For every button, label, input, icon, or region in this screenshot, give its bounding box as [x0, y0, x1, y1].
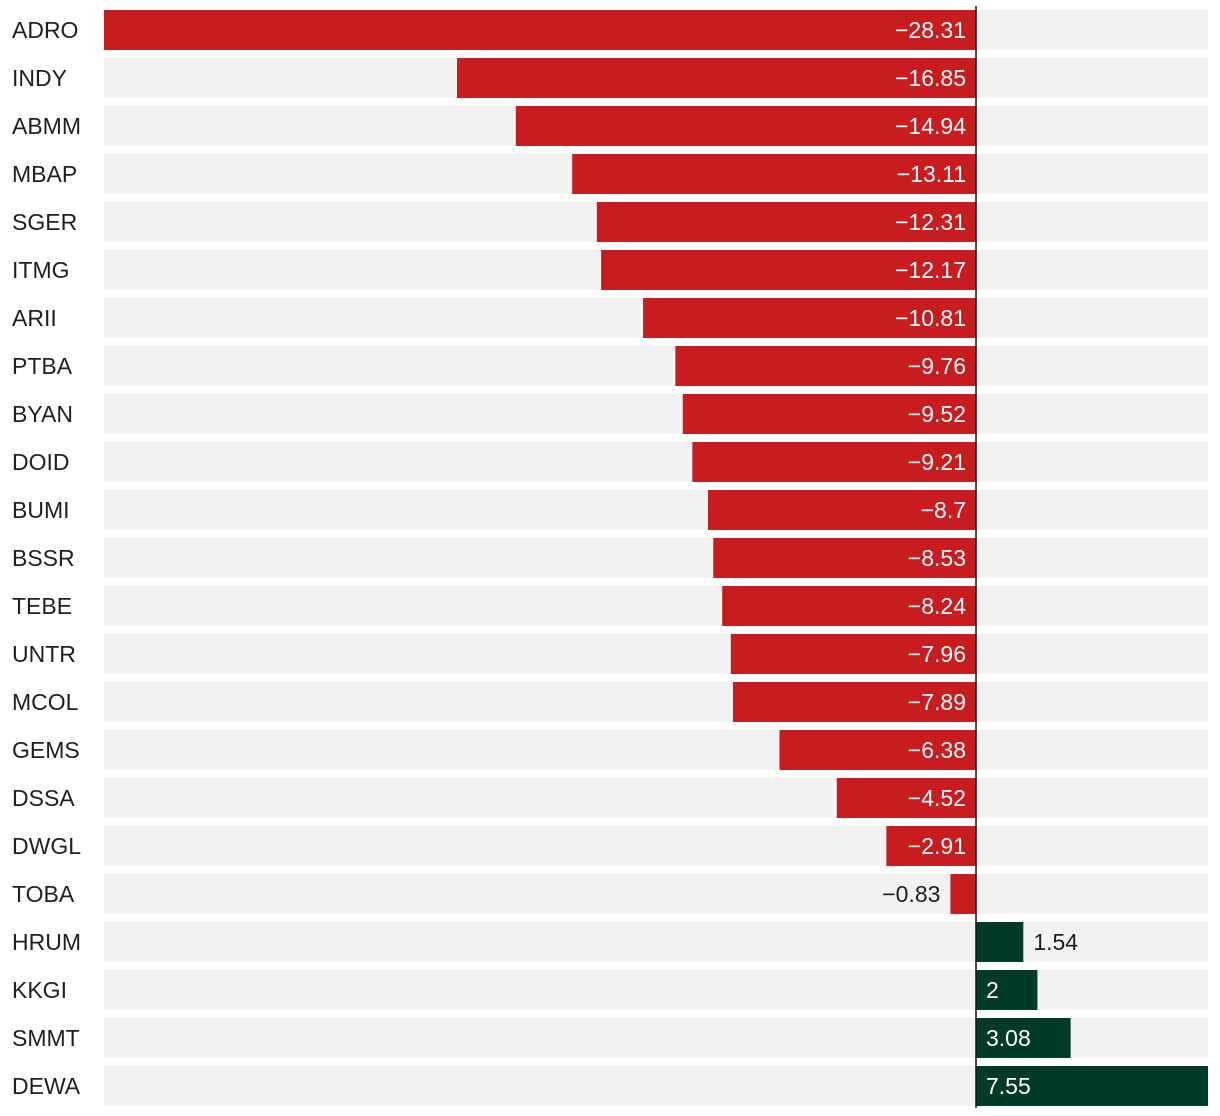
row-background: [104, 682, 1208, 722]
bar: [596, 202, 976, 242]
category-label: TEBE: [12, 593, 72, 619]
category-label: KKGI: [12, 977, 67, 1003]
value-label: −2.91: [908, 833, 966, 859]
category-label: DOID: [12, 449, 70, 475]
row-background: [104, 586, 1208, 626]
category-label: ITMG: [12, 257, 70, 283]
bar: [976, 922, 1024, 962]
category-label: DWGL: [12, 833, 81, 859]
bar: [976, 970, 1038, 1010]
category-label: TOBA: [12, 881, 75, 907]
bar: [692, 442, 976, 482]
value-label: 2: [986, 977, 999, 1003]
category-label: MBAP: [12, 161, 77, 187]
row-background: [104, 922, 1208, 962]
bar: [722, 586, 976, 626]
row-background: [104, 778, 1208, 818]
row-background: [104, 538, 1208, 578]
value-label: −10.81: [895, 305, 966, 331]
value-label: −6.38: [908, 737, 966, 763]
value-label: −12.17: [895, 257, 966, 283]
value-label: −0.83: [882, 881, 940, 907]
category-label: ARII: [12, 305, 57, 331]
category-label: UNTR: [12, 641, 76, 667]
value-label: −13.11: [897, 161, 966, 187]
category-label: BUMI: [12, 497, 70, 523]
row-background: [104, 442, 1208, 482]
bar: [779, 730, 976, 770]
value-label: 7.55: [986, 1073, 1031, 1099]
bar: [601, 250, 976, 290]
row-background: [104, 394, 1208, 434]
category-label: SMMT: [12, 1025, 80, 1051]
bar: [950, 874, 976, 914]
bar: [572, 154, 976, 194]
bar: [456, 58, 977, 98]
value-label: −28.31: [895, 17, 966, 43]
category-label: BSSR: [12, 545, 75, 571]
bar: [682, 394, 976, 434]
category-label: ABMM: [12, 113, 81, 139]
category-label: GEMS: [12, 737, 80, 763]
value-label: −12.31: [895, 209, 966, 235]
category-label: HRUM: [12, 929, 81, 955]
bar: [836, 778, 976, 818]
category-label: BYAN: [12, 401, 73, 427]
value-label: −9.76: [908, 353, 966, 379]
row-background: [104, 874, 1208, 914]
value-label: −8.7: [921, 497, 966, 523]
bar: [976, 1018, 1071, 1058]
value-label: −7.89: [908, 689, 966, 715]
bar: [886, 826, 976, 866]
row-background: [104, 490, 1208, 530]
category-label: MCOL: [12, 689, 79, 715]
value-label: 1.54: [1033, 929, 1078, 955]
bar: [708, 490, 976, 530]
value-label: −14.94: [895, 113, 966, 139]
category-label: ADRO: [12, 17, 78, 43]
row-background: [104, 826, 1208, 866]
row-background: [104, 346, 1208, 386]
value-label: −9.21: [908, 449, 966, 475]
row-background: [104, 730, 1208, 770]
category-label: PTBA: [12, 353, 73, 379]
bar: [732, 682, 976, 722]
bar: [515, 106, 976, 146]
category-label: DSSA: [12, 785, 75, 811]
value-label: −9.52: [908, 401, 966, 427]
category-label: DEWA: [12, 1073, 81, 1099]
category-label: INDY: [12, 65, 67, 91]
bar: [104, 10, 976, 50]
value-label: −7.96: [908, 641, 966, 667]
row-background: [104, 634, 1208, 674]
bar: [675, 346, 976, 386]
value-label: 3.08: [986, 1025, 1031, 1051]
value-label: −8.53: [908, 545, 966, 571]
row-background: [104, 970, 1208, 1010]
bar: [730, 634, 976, 674]
category-label: SGER: [12, 209, 77, 235]
bar: [976, 1066, 1208, 1106]
value-label: −8.24: [908, 593, 966, 619]
value-label: −16.85: [895, 65, 966, 91]
value-label: −4.52: [908, 785, 966, 811]
bar: [713, 538, 976, 578]
bar: [643, 298, 976, 338]
